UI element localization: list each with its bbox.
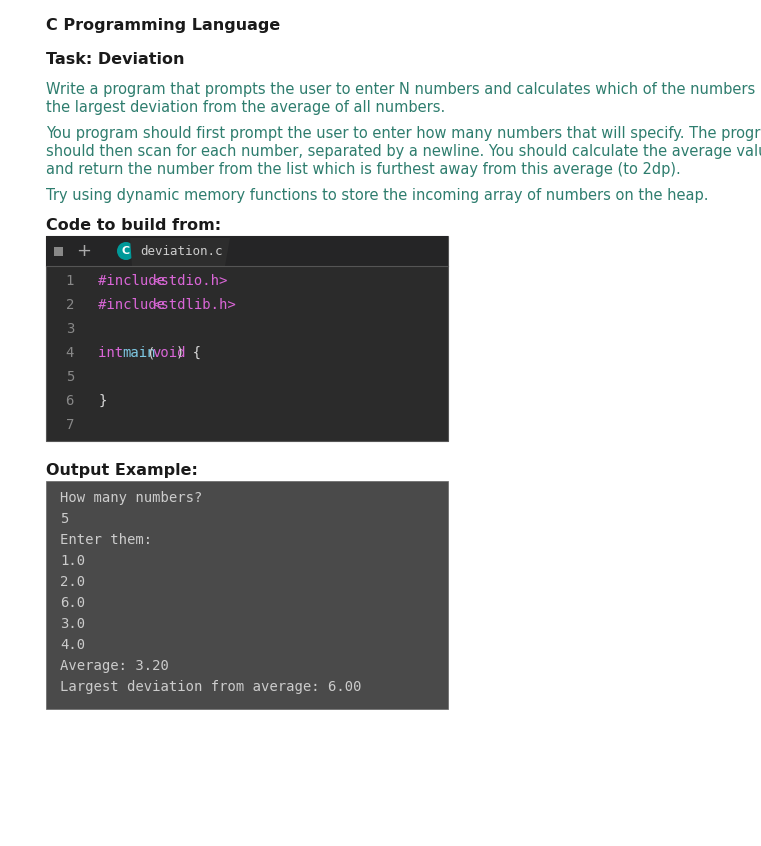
Text: 3: 3 <box>65 322 74 336</box>
Text: Enter them:: Enter them: <box>60 533 152 547</box>
Text: You program should first prompt the user to enter how many numbers that will spe: You program should first prompt the user… <box>46 126 761 141</box>
Text: 6.0: 6.0 <box>60 596 85 610</box>
Text: 3.0: 3.0 <box>60 617 85 631</box>
Text: }: } <box>98 394 107 408</box>
Text: #include: #include <box>98 298 174 312</box>
Text: 5: 5 <box>65 370 74 384</box>
Text: 1: 1 <box>65 274 74 288</box>
Bar <box>46 481 448 709</box>
Text: Output Example:: Output Example: <box>46 463 198 478</box>
Text: (: ( <box>146 346 154 360</box>
Text: Largest deviation from average: 6.00: Largest deviation from average: 6.00 <box>60 680 361 694</box>
Bar <box>46 236 448 266</box>
Text: 4: 4 <box>65 346 74 360</box>
Polygon shape <box>130 238 230 266</box>
Text: Try using dynamic memory functions to store the incoming array of numbers on the: Try using dynamic memory functions to st… <box>46 188 708 203</box>
Text: C Programming Language: C Programming Language <box>46 18 280 33</box>
Circle shape <box>117 242 135 260</box>
Text: Task: Deviation: Task: Deviation <box>46 52 184 67</box>
Text: the largest deviation from the average of all numbers.: the largest deviation from the average o… <box>46 100 445 115</box>
Text: should then scan for each number, separated by a newline. You should calculate t: should then scan for each number, separa… <box>46 144 761 159</box>
Text: C: C <box>122 246 130 256</box>
Bar <box>46 236 448 441</box>
Text: ) {: ) { <box>176 346 201 360</box>
Text: <stdio.h>: <stdio.h> <box>152 274 228 288</box>
Text: Code to build from:: Code to build from: <box>46 218 221 233</box>
Text: 5: 5 <box>60 512 68 526</box>
Text: main: main <box>122 346 155 360</box>
Text: void: void <box>152 346 186 360</box>
Text: #include: #include <box>98 274 174 288</box>
Text: +: + <box>76 242 91 260</box>
Text: 7: 7 <box>65 418 74 432</box>
Text: int: int <box>98 346 132 360</box>
Text: <stdlib.h>: <stdlib.h> <box>152 298 236 312</box>
Text: 2: 2 <box>65 298 74 312</box>
Text: 1.0: 1.0 <box>60 554 85 568</box>
Text: deviation.c: deviation.c <box>140 244 222 257</box>
Text: How many numbers?: How many numbers? <box>60 491 202 505</box>
Text: and return the number from the list which is furthest away from this average (to: and return the number from the list whic… <box>46 162 681 177</box>
Text: Write a program that prompts the user to enter N numbers and calculates which of: Write a program that prompts the user to… <box>46 82 761 97</box>
Text: 2.0: 2.0 <box>60 575 85 589</box>
Text: 6: 6 <box>65 394 74 408</box>
Text: 4.0: 4.0 <box>60 638 85 652</box>
Text: Average: 3.20: Average: 3.20 <box>60 659 169 673</box>
Bar <box>54 247 63 256</box>
